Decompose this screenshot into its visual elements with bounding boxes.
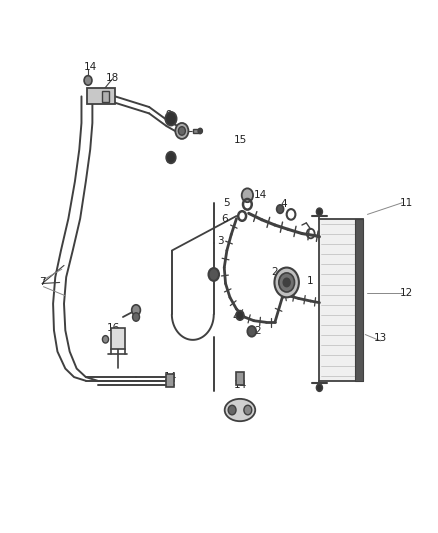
Circle shape: [175, 123, 188, 139]
Text: 16: 16: [107, 322, 120, 333]
Circle shape: [277, 205, 284, 213]
Circle shape: [133, 313, 140, 321]
Circle shape: [165, 112, 177, 126]
Circle shape: [198, 128, 202, 134]
Circle shape: [242, 188, 253, 202]
Circle shape: [132, 305, 141, 316]
Circle shape: [84, 76, 92, 85]
Text: 4: 4: [280, 199, 287, 209]
Circle shape: [316, 384, 322, 391]
Circle shape: [283, 278, 290, 287]
Text: 15: 15: [234, 135, 247, 145]
Circle shape: [228, 405, 236, 415]
Text: 2: 2: [272, 267, 278, 277]
Text: 3: 3: [217, 236, 223, 246]
Text: 14: 14: [233, 379, 247, 390]
Text: 14: 14: [254, 190, 267, 200]
Text: 11: 11: [400, 198, 413, 208]
Bar: [111, 328, 125, 349]
Circle shape: [178, 127, 185, 135]
Text: 5: 5: [223, 198, 230, 208]
Circle shape: [102, 336, 109, 343]
Bar: [236, 372, 244, 384]
Text: 8: 8: [166, 155, 172, 165]
Circle shape: [166, 152, 176, 164]
Circle shape: [316, 208, 322, 215]
Circle shape: [208, 268, 219, 281]
Bar: [355, 219, 363, 381]
Text: 18: 18: [106, 73, 119, 83]
Text: 1: 1: [306, 277, 313, 286]
Bar: [102, 91, 110, 102]
Circle shape: [275, 268, 299, 297]
Bar: [319, 219, 363, 381]
Bar: [166, 374, 174, 387]
Bar: [87, 88, 115, 104]
Bar: [193, 129, 200, 133]
Circle shape: [247, 326, 256, 337]
Circle shape: [236, 311, 244, 320]
Text: 2: 2: [254, 326, 261, 336]
Circle shape: [279, 273, 294, 292]
Text: 4: 4: [232, 312, 239, 322]
Text: 13: 13: [374, 333, 387, 343]
Text: 10: 10: [237, 408, 250, 418]
Circle shape: [244, 405, 252, 415]
Text: 14: 14: [163, 372, 177, 382]
Text: 14: 14: [84, 62, 97, 72]
Text: 6: 6: [221, 214, 228, 224]
Text: 7: 7: [39, 278, 46, 287]
Text: 9: 9: [166, 110, 172, 120]
Text: 12: 12: [400, 288, 413, 298]
Ellipse shape: [225, 399, 255, 421]
